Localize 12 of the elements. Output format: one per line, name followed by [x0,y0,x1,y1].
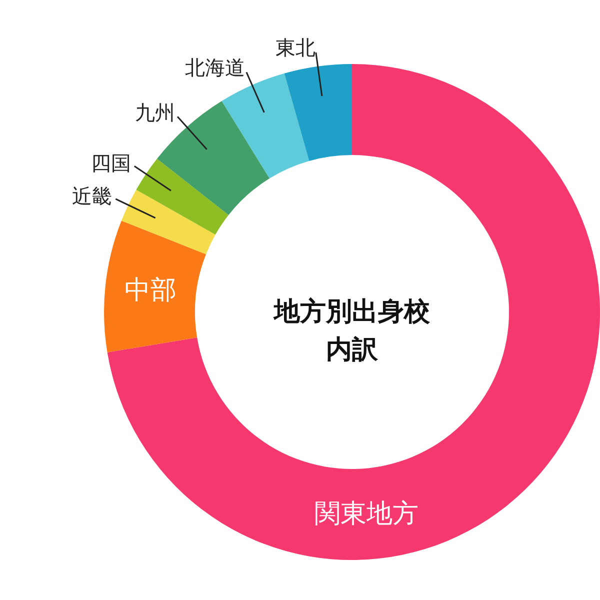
slice-label: 北海道 [184,56,245,80]
slice-label: 東北 [275,36,316,60]
slice-label: 九州 [134,100,175,125]
donut-slice [284,64,352,161]
slice-label: 関東地方 [314,498,418,529]
text: 地方別出身校内訳 [273,297,431,365]
slice-label: 四国 [91,150,132,175]
donut-slice [121,190,216,254]
donut-slice [104,220,206,352]
slice-label: 近畿 [72,184,112,208]
donut-slice [136,158,229,235]
slice-label: 中部 [124,275,177,306]
